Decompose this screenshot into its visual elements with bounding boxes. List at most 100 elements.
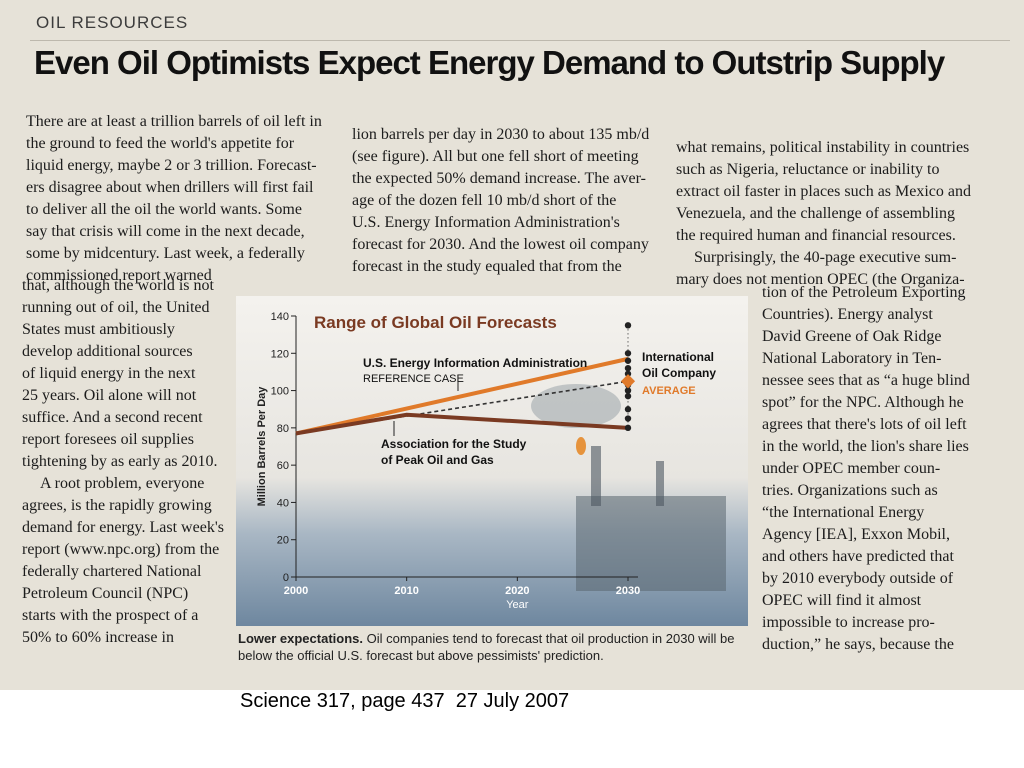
text-line: some by midcentury. Last week, a federal… (26, 245, 305, 262)
aspo-label-1: Association for the Study (381, 437, 527, 451)
x-tick-label: 2020 (505, 585, 529, 597)
text-line: the expected 50% demand increase. The av… (352, 170, 646, 187)
citation: Science 317, page 437 27 July 2007 (240, 690, 570, 712)
text-line: “the International Energy (762, 504, 925, 521)
series-line-2 (295, 412, 629, 436)
text-line: (see figure). All but one fell short of … (352, 148, 639, 165)
y-tick-label: 0 (283, 572, 289, 584)
text-line: the required human and financial resourc… (676, 227, 956, 244)
text-line: Petroleum Council (NPC) (22, 585, 189, 602)
text-line: liquid energy, maybe 2 or 3 trillion. Fo… (26, 157, 317, 174)
text-line: ers disagree about when drillers will fi… (26, 179, 314, 196)
text-line: what remains, political instability in c… (676, 139, 970, 156)
text-line: Agency [IEA], Exxon Mobil, (762, 526, 950, 543)
y-tick-label: 120 (271, 348, 289, 360)
x-tick-label: 2030 (616, 585, 640, 597)
company-forecast-point (624, 424, 632, 432)
column-2: lion barrels per day in 2030 to about 13… (352, 124, 654, 278)
text-line: federally chartered National (22, 563, 202, 580)
text-line: duction,” he says, because the (762, 636, 954, 653)
text-line: nessee sees that as “a huge blind (762, 372, 970, 389)
text-line: A root problem, everyone (40, 475, 205, 492)
text-line: by 2010 everybody outside of (762, 570, 954, 587)
company-forecast-point (624, 370, 632, 377)
column-1-bottom: that, although the world is not running o… (22, 275, 232, 649)
text-line: and others have predicted that (762, 548, 954, 565)
section-label: OIL RESOURCES (36, 13, 189, 32)
x-tick-label: 2000 (284, 585, 308, 597)
text-line: Surprisingly, the 40-page executive sum- (694, 249, 957, 266)
text-line: that, although the world is not (22, 277, 214, 294)
text-line: demand for energy. Last week's (22, 519, 224, 536)
text-line: report foresees oil supplies (22, 431, 194, 448)
company-forecast-point (624, 350, 632, 357)
text-line: in the world, the lion's share lies (762, 438, 969, 455)
flare-smoke (531, 384, 621, 428)
text-line: forecast in the study equaled that from … (352, 258, 622, 275)
caption-text: Oil companies tend to forecast that oil … (238, 631, 735, 663)
eia-label: U.S. Energy Information Administration (363, 356, 587, 370)
platform-crane (656, 461, 664, 506)
text-line: say that crisis will come in the next de… (26, 223, 305, 240)
text-line: OPEC will find it almost (762, 592, 922, 609)
text-line: forecast for 2030. And the lowest oil co… (352, 236, 649, 253)
y-tick-label: 140 (271, 311, 289, 323)
platform-derrick (591, 446, 601, 506)
text-line: impossible to increase pro- (762, 614, 935, 631)
y-tick-label: 20 (277, 535, 289, 547)
column-3-bottom: tion of the Petroleum Exporting Countries… (762, 282, 974, 656)
text-line: mary does not mention OPEC (the Organiza… (676, 271, 965, 288)
ioc-label-3: AVERAGE (642, 385, 696, 397)
column-3-top: what remains, political instability in c… (676, 137, 976, 291)
text-line: tries. Organizations such as (762, 482, 938, 499)
text-line: David Greene of Oak Ridge (762, 328, 942, 345)
headline-rule (30, 40, 1010, 41)
y-axis-label: Million Barrels Per Day (256, 386, 268, 507)
y-tick-label: 80 (277, 423, 289, 435)
average-marker (620, 374, 636, 389)
text-line: agrees, is the rapidly growing (22, 497, 212, 514)
platform-silhouette (576, 496, 726, 591)
text-line: age of the dozen fell 10 mb/d short of t… (352, 192, 617, 209)
text-line: to deliver all the oil the world wants. … (26, 201, 302, 218)
y-tick-label: 60 (277, 460, 289, 472)
aspo-label-2: of Peak Oil and Gas (381, 453, 494, 467)
eia-sublabel: REFERENCE CASE (363, 373, 464, 385)
oil-forecast-chart: 0 20 40 60 80 100 120 140 2000 2010 2020 2030 Year Mi… (236, 296, 748, 626)
company-forecast-point (624, 415, 632, 422)
text-line: tightening by as early as 2010. (22, 453, 218, 470)
company-forecast-point (624, 406, 632, 413)
text-line: spot” for the NPC. Although he (762, 394, 964, 411)
text-line: 50% to 60% increase in (22, 629, 174, 646)
text-line: lion barrels per day in 2030 to about 13… (352, 126, 650, 143)
text-line: of liquid energy in the next (22, 365, 196, 382)
headline: Even Oil Optimists Expect Energy Demand … (34, 44, 945, 81)
text-line: 25 years. Oil alone will not (22, 387, 197, 404)
chart-title: Range of Global Oil Forecasts (314, 313, 557, 332)
x-tick-label: 2010 (394, 585, 418, 597)
column-1-top: There are at least a trillion barrels of… (26, 111, 326, 287)
text-line: Countries). Energy analyst (762, 306, 933, 323)
figure-caption: Lower expectations. Oil companies tend t… (238, 630, 748, 664)
company-forecast-point (624, 365, 632, 372)
text-line: States must ambitiously (22, 321, 175, 338)
ioc-label-2: Oil Company (642, 366, 716, 380)
y-tick-label: 100 (271, 386, 289, 398)
x-axis-label: Year (506, 599, 529, 611)
chart-svg: 0 20 40 60 80 100 120 140 2000 2010 2020 2030 Year Mi… (256, 311, 726, 611)
text-line: running out of oil, the United (22, 299, 210, 316)
text-line: starts with the prospect of a (22, 607, 199, 624)
series-line-0 (295, 356, 629, 436)
text-line: extract oil faster in places such as Mex… (676, 183, 971, 200)
text-line: agrees that there's lots of oil left (762, 416, 967, 433)
text-line: U.S. Energy Information Administration's (352, 214, 620, 231)
y-tick-label: 40 (277, 497, 289, 509)
text-line: develop additional sources (22, 343, 193, 360)
text-line: suffice. And a second recent (22, 409, 203, 426)
company-forecast-point (624, 357, 632, 364)
text-line: Venezuela, and the challenge of assembli… (676, 205, 955, 222)
text-line: report (www.npc.org) from the (22, 541, 220, 558)
article-scan: OIL RESOURCES Even Oil Optimists Expect … (0, 0, 1024, 690)
text-line: tion of the Petroleum Exporting (762, 284, 966, 301)
